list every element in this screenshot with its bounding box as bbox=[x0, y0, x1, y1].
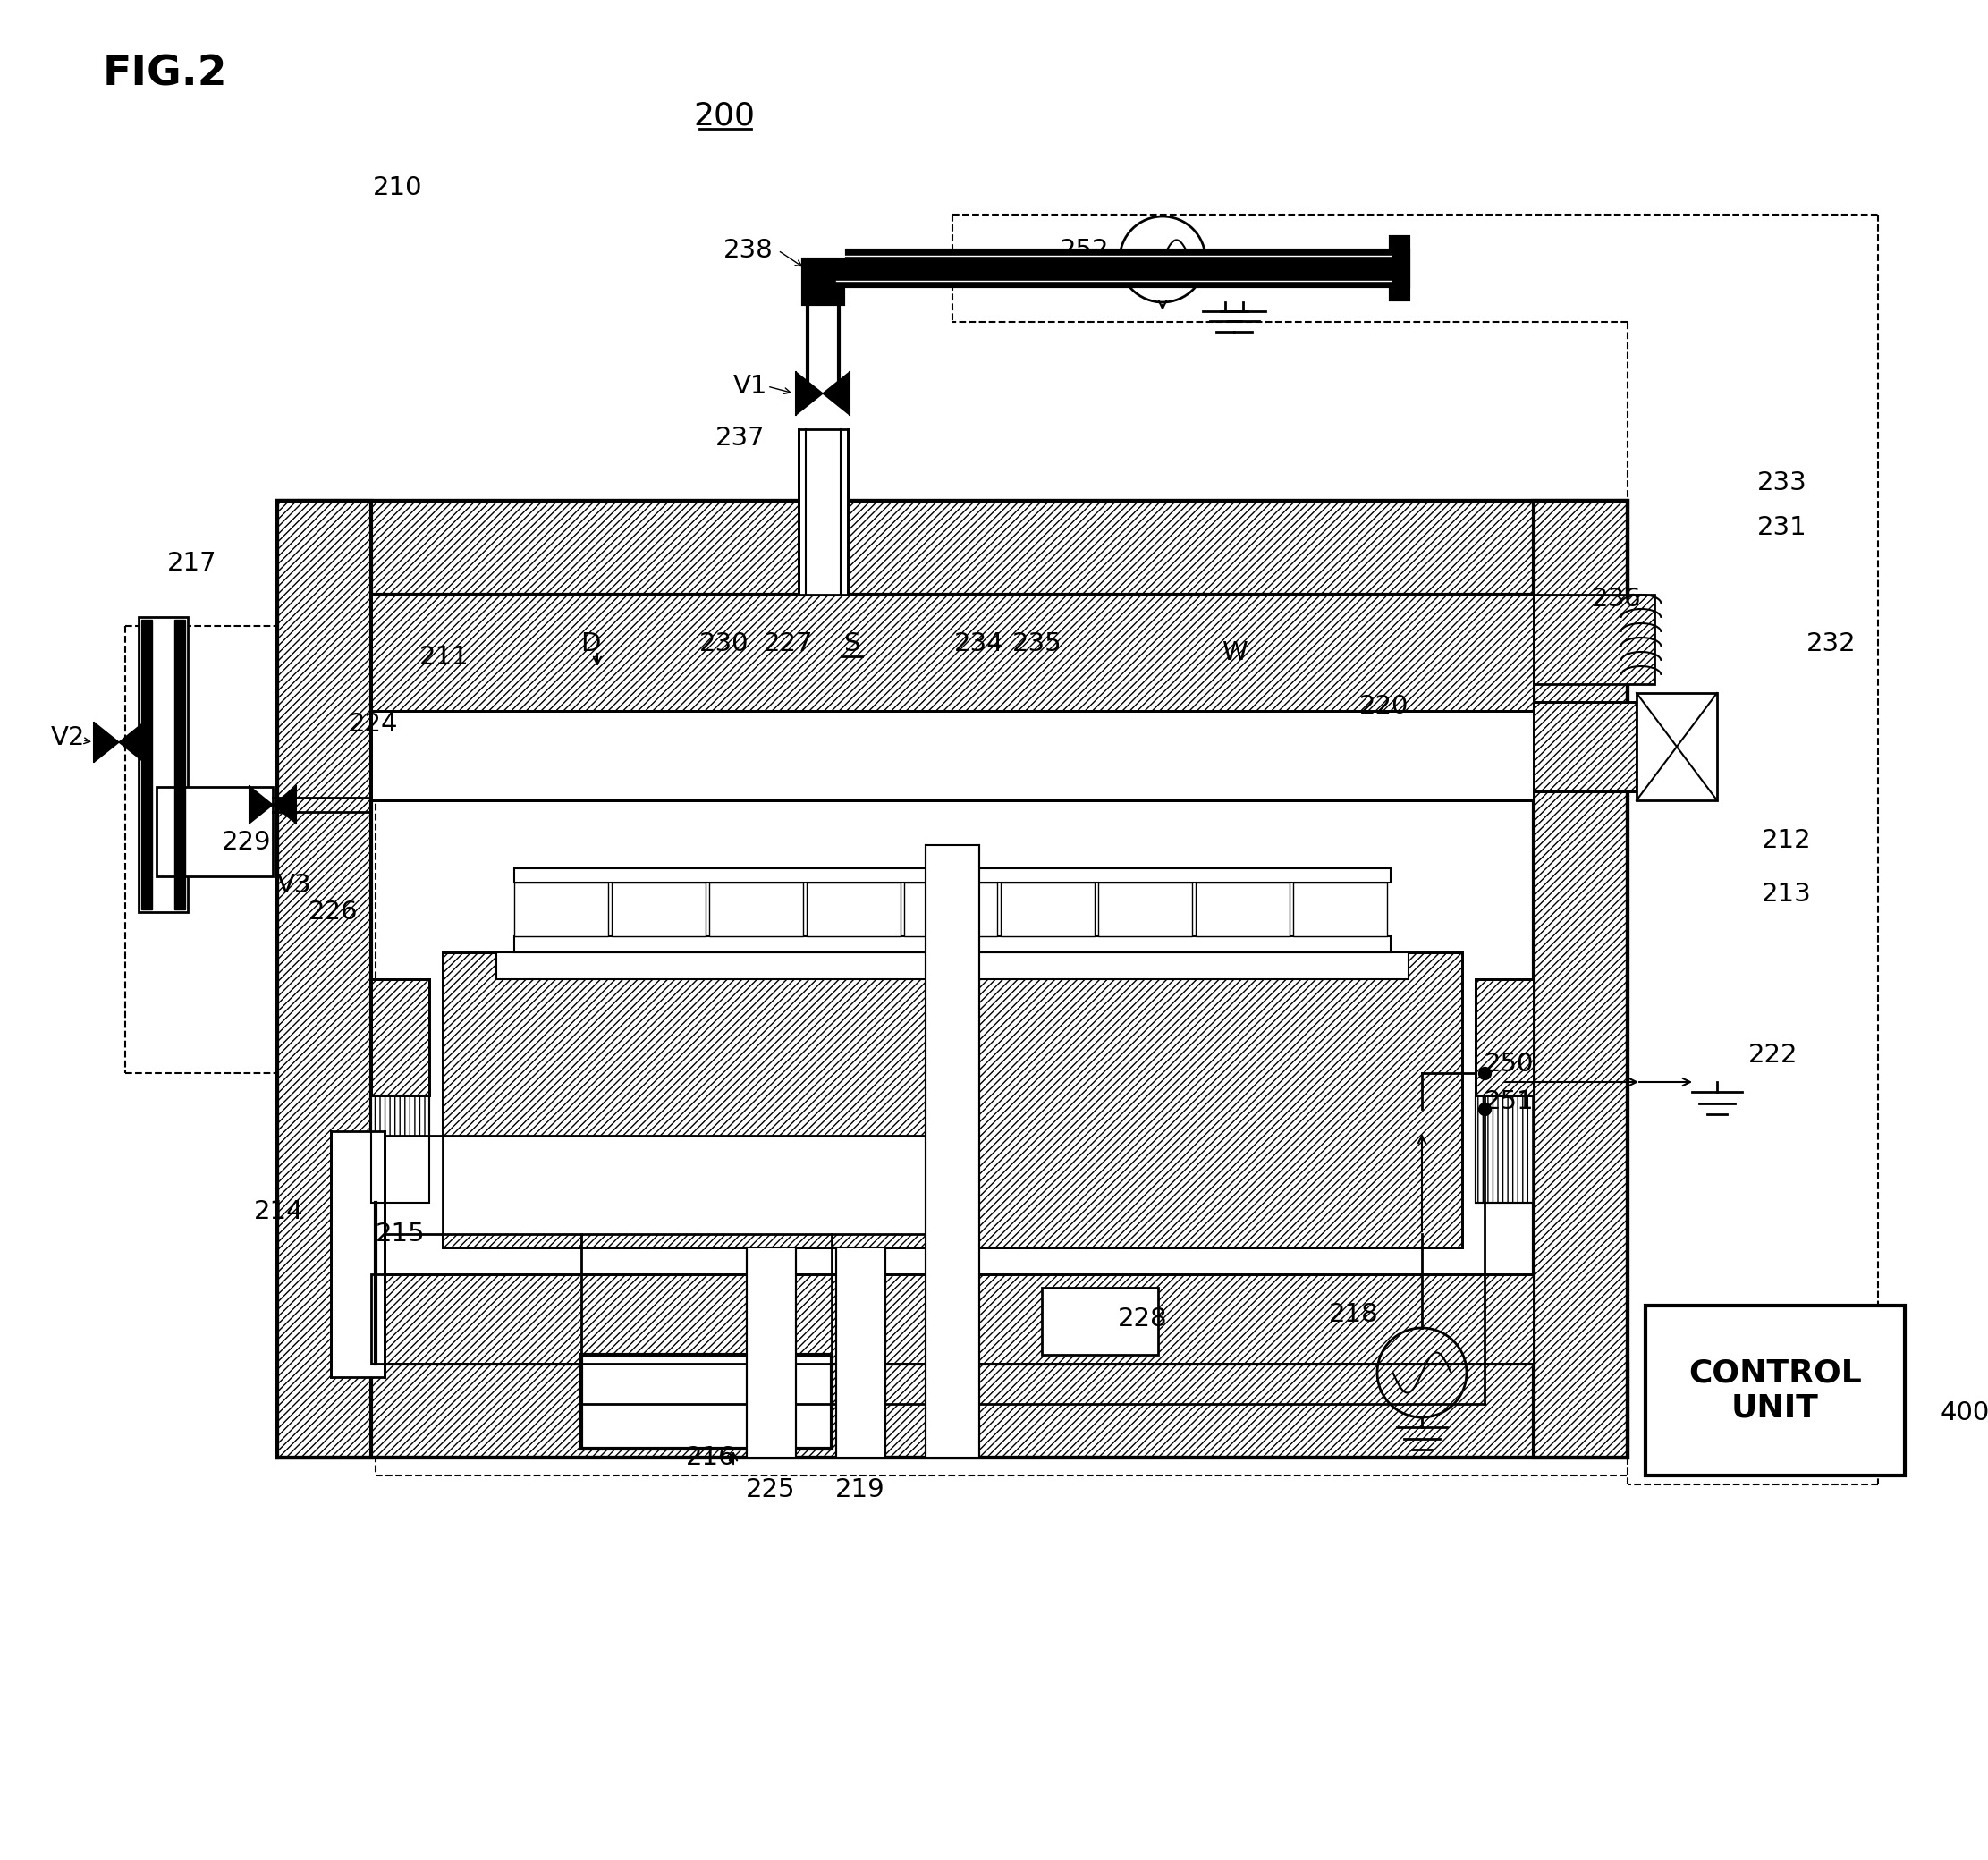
Bar bbox=[515, 884, 608, 936]
Text: 250: 250 bbox=[1485, 1051, 1533, 1077]
Bar bbox=[1042, 1287, 1159, 1354]
Bar bbox=[330, 1131, 384, 1376]
Bar bbox=[276, 1363, 1628, 1458]
Text: V2: V2 bbox=[50, 725, 85, 750]
Bar bbox=[276, 500, 1628, 1458]
Bar bbox=[372, 978, 429, 1096]
Text: 230: 230 bbox=[700, 631, 749, 657]
Bar bbox=[1533, 701, 1636, 790]
Text: 233: 233 bbox=[1757, 471, 1807, 495]
Text: S: S bbox=[843, 631, 859, 657]
Bar bbox=[1197, 884, 1290, 936]
Bar bbox=[175, 619, 185, 910]
Text: 235: 235 bbox=[1012, 631, 1062, 657]
Bar bbox=[1294, 884, 1388, 936]
Text: 213: 213 bbox=[1761, 882, 1811, 906]
Text: D: D bbox=[580, 631, 600, 657]
Text: 227: 227 bbox=[763, 631, 813, 657]
Bar bbox=[803, 259, 843, 303]
Polygon shape bbox=[119, 722, 143, 763]
Bar bbox=[1533, 701, 1636, 790]
Polygon shape bbox=[795, 372, 823, 415]
Bar bbox=[837, 1248, 885, 1458]
Text: V1: V1 bbox=[734, 374, 767, 398]
Text: 400: 400 bbox=[1940, 1401, 1988, 1425]
Polygon shape bbox=[93, 722, 119, 763]
Text: V3: V3 bbox=[276, 872, 312, 898]
Text: 236: 236 bbox=[1592, 586, 1642, 612]
Text: 228: 228 bbox=[1117, 1306, 1167, 1332]
Bar bbox=[1533, 500, 1628, 1458]
Text: 224: 224 bbox=[348, 712, 398, 737]
Text: 252: 252 bbox=[1060, 238, 1109, 262]
Bar bbox=[710, 884, 803, 936]
Text: 229: 229 bbox=[223, 830, 272, 856]
Bar bbox=[141, 619, 151, 910]
Bar bbox=[330, 1136, 956, 1233]
Text: 200: 200 bbox=[694, 100, 755, 132]
Bar bbox=[139, 618, 187, 911]
Bar bbox=[926, 844, 980, 1458]
Text: 216: 216 bbox=[686, 1445, 736, 1469]
Bar bbox=[1475, 978, 1533, 1096]
Bar bbox=[1002, 884, 1095, 936]
Bar bbox=[372, 711, 1533, 800]
Text: 218: 218 bbox=[1330, 1302, 1380, 1326]
Bar bbox=[905, 884, 998, 936]
Bar bbox=[1475, 1096, 1533, 1203]
Bar bbox=[1099, 884, 1193, 936]
Bar bbox=[157, 787, 272, 876]
Text: 212: 212 bbox=[1761, 828, 1811, 854]
Bar bbox=[276, 500, 1628, 595]
Text: 210: 210 bbox=[374, 175, 423, 201]
Bar bbox=[372, 1274, 1533, 1363]
Text: 222: 222 bbox=[1747, 1043, 1797, 1068]
Text: 220: 220 bbox=[1360, 694, 1409, 720]
Text: CONTROL
UNIT: CONTROL UNIT bbox=[1688, 1358, 1863, 1423]
Bar bbox=[372, 711, 1533, 800]
Bar bbox=[580, 1354, 831, 1449]
Text: 234: 234 bbox=[954, 631, 1004, 657]
Bar bbox=[799, 430, 847, 595]
Text: 217: 217 bbox=[167, 551, 217, 577]
Bar bbox=[372, 595, 1533, 711]
Bar bbox=[372, 595, 1533, 711]
Bar bbox=[1636, 694, 1718, 800]
Text: FIG.2: FIG.2 bbox=[103, 54, 229, 93]
Bar bbox=[515, 869, 1392, 883]
Bar bbox=[807, 884, 901, 936]
Text: 211: 211 bbox=[419, 645, 469, 670]
Bar bbox=[747, 1248, 795, 1458]
Polygon shape bbox=[823, 372, 849, 415]
Text: 219: 219 bbox=[835, 1477, 885, 1503]
Text: 214: 214 bbox=[254, 1200, 304, 1224]
Bar bbox=[1475, 1096, 1533, 1203]
Bar bbox=[276, 500, 372, 1458]
Text: 251: 251 bbox=[1483, 1090, 1533, 1114]
Polygon shape bbox=[272, 787, 296, 824]
Bar bbox=[443, 952, 1461, 1248]
Polygon shape bbox=[250, 787, 272, 824]
Bar bbox=[1646, 1306, 1905, 1475]
Bar bbox=[372, 978, 429, 1096]
Bar bbox=[1475, 978, 1533, 1096]
Bar bbox=[443, 952, 1461, 1248]
Text: 215: 215 bbox=[376, 1222, 425, 1246]
Text: 237: 237 bbox=[716, 426, 765, 450]
Text: 226: 226 bbox=[308, 900, 358, 924]
Text: 232: 232 bbox=[1807, 631, 1857, 657]
Bar bbox=[612, 884, 706, 936]
Bar bbox=[1392, 236, 1409, 299]
Bar bbox=[372, 1274, 1533, 1363]
Text: 231: 231 bbox=[1757, 515, 1807, 539]
Text: 225: 225 bbox=[746, 1477, 795, 1503]
Bar bbox=[515, 936, 1392, 952]
Bar bbox=[497, 952, 1409, 978]
Text: W: W bbox=[1221, 640, 1246, 666]
Text: 238: 238 bbox=[724, 238, 773, 262]
Bar bbox=[847, 251, 1409, 286]
Bar bbox=[372, 1096, 429, 1203]
Bar bbox=[1533, 595, 1654, 684]
Bar bbox=[372, 1096, 429, 1203]
